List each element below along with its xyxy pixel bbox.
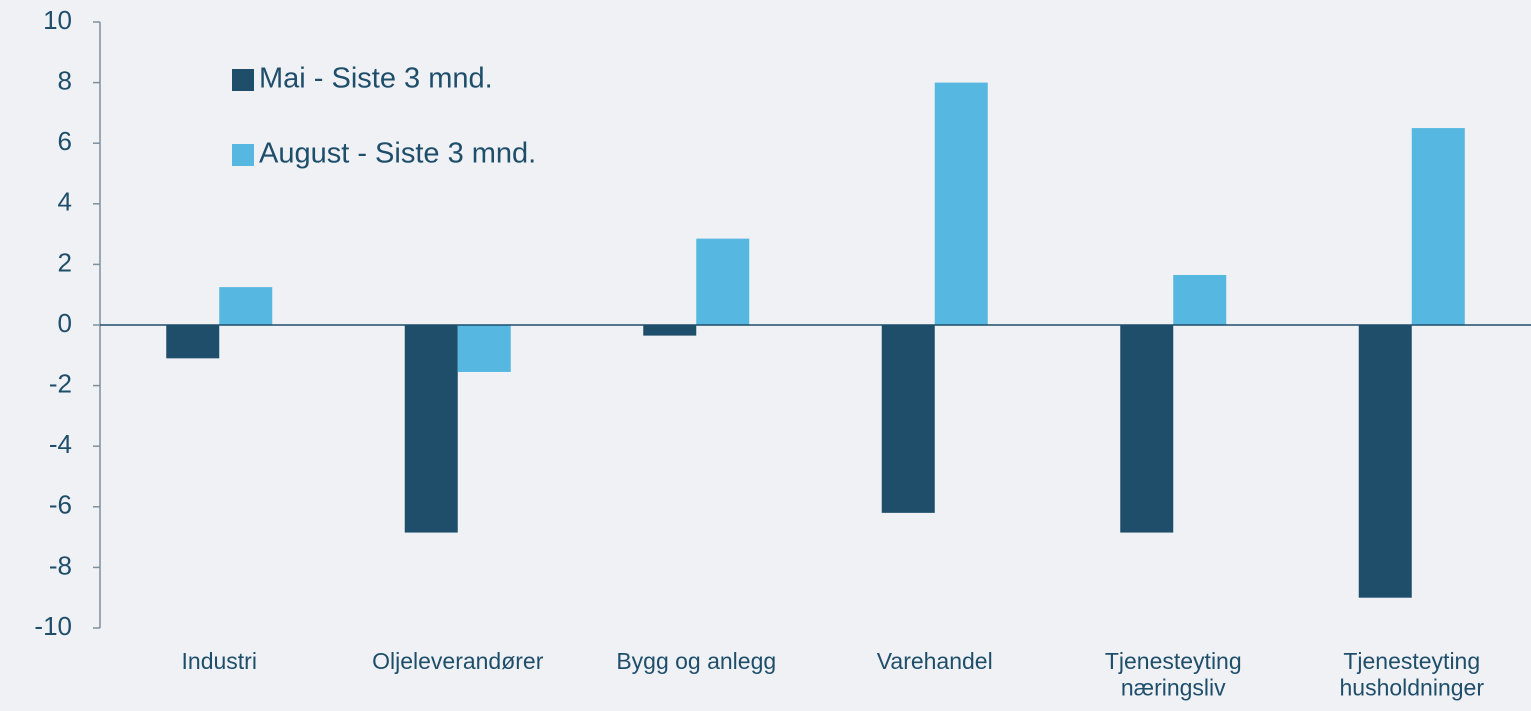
bar (696, 238, 750, 325)
y-tick-label: 6 (58, 126, 72, 156)
x-tick-label: Tjenesteyting næringsliv (1105, 648, 1242, 700)
bar (881, 325, 935, 513)
y-tick-label: -10 (34, 611, 72, 641)
legend-swatch (232, 144, 254, 166)
bar (219, 287, 273, 325)
x-tick-label: Tjenesteyting husholdninger (1339, 648, 1484, 700)
bar (643, 325, 697, 336)
y-tick-label: -2 (49, 368, 72, 398)
legend-label: Mai - Siste 3 mnd. (259, 63, 493, 95)
y-tick-label: 0 (58, 308, 72, 338)
bar (934, 82, 988, 325)
y-tick-label: -8 (49, 550, 72, 580)
bar (1173, 275, 1227, 325)
y-tick-label: 2 (58, 247, 72, 277)
x-tick-label: Industri (182, 648, 257, 674)
y-tick-label: -4 (49, 429, 72, 459)
bar (166, 325, 220, 359)
y-tick-label: -6 (49, 490, 72, 520)
bar (457, 325, 511, 372)
x-tick-label: Oljeleverandører (372, 648, 544, 674)
y-tick-label: 10 (43, 5, 72, 35)
bar (1120, 325, 1174, 533)
legend-swatch (232, 69, 254, 91)
legend-label: August - Siste 3 mnd. (259, 138, 536, 170)
x-tick-label: Bygg og anlegg (616, 648, 776, 674)
bar (1411, 128, 1465, 325)
bar (404, 325, 458, 533)
x-tick-label: Varehandel (877, 648, 993, 674)
bar (1358, 325, 1412, 598)
y-tick-label: 4 (58, 187, 72, 217)
y-tick-label: 8 (58, 65, 72, 95)
